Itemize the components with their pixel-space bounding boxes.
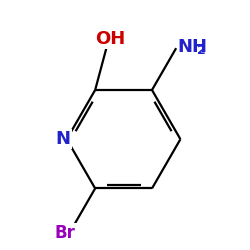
Text: 2: 2: [197, 44, 206, 57]
Text: OH: OH: [96, 30, 126, 48]
Text: Br: Br: [55, 224, 76, 242]
Text: NH: NH: [178, 38, 208, 56]
Text: N: N: [56, 130, 71, 148]
